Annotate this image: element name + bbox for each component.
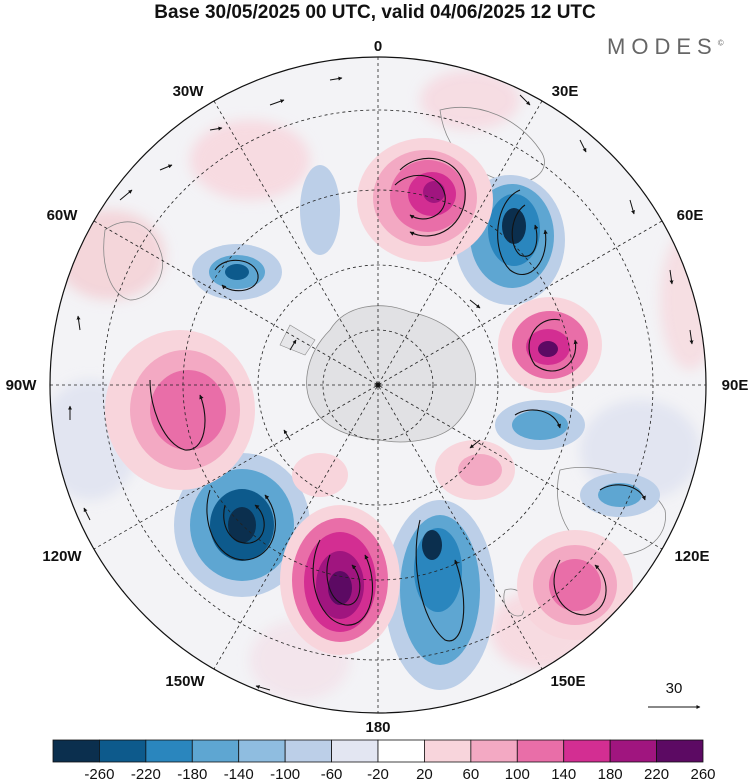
new-zealand-outline: [503, 588, 526, 617]
colorbar-tick-label: -140: [224, 766, 254, 783]
colorbar-tick-label: -20: [367, 766, 389, 783]
map-border: [49, 56, 707, 714]
lon-label-150e: 150E: [550, 673, 585, 690]
colorbar-tick-label: 20: [416, 766, 433, 783]
colorbar-tick-label: -60: [321, 766, 343, 783]
reference-vector-label: 30: [666, 680, 683, 697]
lon-label-90w: 90W: [6, 377, 38, 394]
colorbar-swatch: [238, 739, 286, 763]
colorbar-tick-label: -100: [270, 766, 300, 783]
lon-label-60w: 60W: [47, 207, 79, 224]
lon-label-30e: 30E: [552, 83, 579, 100]
colorbar-tick-label: 180: [598, 766, 623, 783]
colorbar-swatch: [609, 739, 657, 763]
lon-label-120w: 120W: [42, 548, 82, 565]
lon-label-150w: 150W: [165, 673, 205, 690]
colorbar-swatch: [52, 739, 100, 763]
colorbar-tick-label: -180: [177, 766, 207, 783]
brand-text: MODES: [607, 34, 718, 59]
colorbar-swatch: [516, 739, 565, 763]
colorbar-tick-label: 220: [644, 766, 669, 783]
graticule: [50, 57, 706, 713]
colorbar-swatch: [470, 739, 518, 763]
antarctica-landmass: [306, 305, 477, 443]
colorbar-swatch: [377, 739, 425, 763]
colorbar-swatch: [99, 739, 147, 763]
colorbar: [52, 739, 704, 763]
colorbar-swatch: [331, 739, 379, 763]
streamlines: [149, 157, 646, 642]
colorbar-tick-label: -260: [84, 766, 114, 783]
colorbar-swatch: [424, 739, 472, 763]
colorbar-tick-label: -220: [131, 766, 161, 783]
colorbar-tick-label: 60: [463, 766, 480, 783]
colorbar-swatch: [563, 739, 611, 763]
colorbar-swatch: [145, 739, 193, 763]
map-title: Base 30/05/2025 00 UTC, valid 04/06/2025…: [154, 2, 596, 23]
lon-label-0: 0: [374, 38, 382, 55]
lon-label-60e: 60E: [677, 207, 704, 224]
lon-label-120e: 120E: [674, 548, 709, 565]
south-america-outline: [103, 221, 163, 301]
positive-anomaly-cells: [105, 138, 633, 655]
colorbar-swatch: [656, 739, 704, 763]
colorbar-swatch: [284, 739, 332, 763]
copyright-mark: ©: [717, 38, 724, 48]
lon-label-180: 180: [365, 719, 390, 736]
lon-label-30w: 30W: [173, 83, 205, 100]
south-pole-marker: [375, 382, 381, 388]
colorbar-ticks: -260 -220 -180 -140 -100 -60 -20 20 60 100 140 180 2…: [84, 766, 715, 783]
colorbar-tick-label: 100: [505, 766, 530, 783]
antarctic-peninsula: [279, 324, 316, 356]
colorbar-tick-label: 140: [551, 766, 576, 783]
colorbar-swatch: [191, 739, 240, 763]
lon-label-90e: 90E: [722, 377, 749, 394]
colorbar-tick-label: 260: [690, 766, 715, 783]
modes-logo: MODES©: [607, 34, 724, 60]
